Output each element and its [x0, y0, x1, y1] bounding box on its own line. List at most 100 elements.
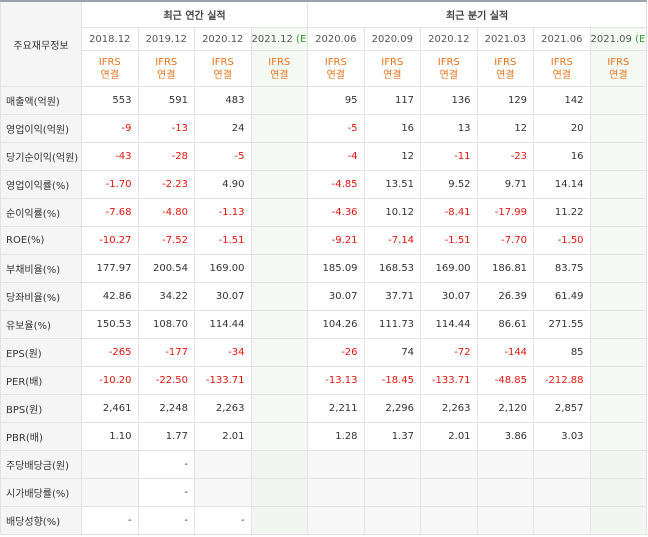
data-cell [250, 142, 309, 171]
table-row: 시가배당률(%) - [0, 478, 648, 507]
row-label: 당기순이익(억원) [0, 142, 82, 171]
period-header: 2021.06 [533, 27, 591, 51]
data-cell: 2,211 [307, 394, 365, 423]
data-cell [250, 394, 309, 423]
period-header: 2020.12 [194, 27, 252, 51]
data-cell: 24 [194, 114, 252, 143]
basis-standard: IFRS [381, 56, 404, 68]
data-cell: - [81, 506, 139, 535]
data-cell: 168.53 [363, 254, 422, 283]
estimate-mark: (E) [635, 33, 646, 45]
data-cell: -4.36 [307, 198, 365, 227]
basis-standard: IFRS [155, 56, 178, 68]
data-cell: 2.01 [194, 422, 252, 451]
basis-scope: 연결 [383, 69, 402, 81]
data-cell [589, 170, 648, 199]
accounting-basis-header: IFRS 연결 [476, 50, 535, 87]
table-row: 배당성향(%) - - - [0, 506, 648, 535]
table-row: EPS(원) -265 -177 -34 -26 74 -72 -144 85 [0, 338, 648, 367]
data-cell: -9 [81, 114, 139, 143]
data-cell [250, 450, 309, 479]
basis-standard: IFRS [324, 56, 347, 68]
data-cell: 186.81 [476, 254, 535, 283]
data-cell [589, 142, 648, 171]
data-cell: 30.07 [307, 282, 365, 311]
row-label: 유보율(%) [0, 310, 82, 339]
data-cell: 4.90 [194, 170, 252, 199]
data-cell: 169.00 [194, 254, 252, 283]
quarterly-results-header: 최근 분기 실적 [307, 0, 648, 28]
data-cell [589, 394, 648, 423]
data-cell [307, 506, 365, 535]
data-cell [250, 226, 309, 255]
data-cell: 2.01 [420, 422, 478, 451]
data-cell: -5 [307, 114, 365, 143]
data-cell: 1.10 [81, 422, 139, 451]
data-cell: 150.53 [81, 310, 139, 339]
data-cell: -133.71 [420, 366, 478, 395]
data-cell: 200.54 [137, 254, 195, 283]
accounting-basis-header: IFRS 연결 [137, 50, 195, 87]
data-cell: 10.12 [363, 198, 422, 227]
table-row: 순이익률(%) -7.68 -4.80 -1.13 -4.36 10.12 -8.41 -17… [0, 198, 648, 227]
period-header: 2018.12 [81, 27, 139, 51]
table-row: PER(배) -10.20 -22.50 -133.71 -13.13 -18.45 -13… [0, 366, 648, 395]
data-cell: 2,263 [420, 394, 478, 423]
row-label: BPS(원) [0, 394, 82, 423]
data-cell: 271.55 [533, 310, 591, 339]
basis-scope: 연결 [100, 69, 119, 81]
data-cell: -4.85 [307, 170, 365, 199]
data-cell [363, 506, 422, 535]
data-cell: -48.85 [476, 366, 535, 395]
data-cell [589, 114, 648, 143]
row-label: 배당성향(%) [0, 506, 82, 535]
data-cell: -13 [137, 114, 195, 143]
data-cell: -10.27 [81, 226, 139, 255]
data-cell [250, 422, 309, 451]
data-cell [250, 506, 309, 535]
data-cell [250, 478, 309, 507]
data-cell [194, 478, 252, 507]
basis-standard: IFRS [268, 56, 291, 68]
data-cell [250, 310, 309, 339]
data-cell: 37.71 [363, 282, 422, 311]
basis-standard: IFRS [607, 56, 630, 68]
basis-scope: 연결 [157, 69, 176, 81]
data-cell: 26.39 [476, 282, 535, 311]
data-cell: 16 [363, 114, 422, 143]
table-row: 당기순이익(억원) -43 -28 -5 -4 12 -11 -23 16 [0, 142, 648, 171]
row-label: 주당배당금(원) [0, 450, 82, 479]
row-label: 영업이익(억원) [0, 114, 82, 143]
data-cell: 2,857 [533, 394, 591, 423]
data-cell: 95 [307, 86, 365, 115]
basis-standard: IFRS [494, 56, 517, 68]
data-cell [307, 450, 365, 479]
basis-scope: 연결 [439, 69, 458, 81]
estimate-mark: (E) [296, 33, 307, 45]
data-cell [250, 170, 309, 199]
data-cell [533, 478, 591, 507]
data-cell: 1.37 [363, 422, 422, 451]
data-cell: -4 [307, 142, 365, 171]
basis-standard: IFRS [550, 56, 573, 68]
period-header: 2020.06 [307, 27, 365, 51]
data-cell: 483 [194, 86, 252, 115]
data-cell: 16 [533, 142, 591, 171]
row-label: 당좌비율(%) [0, 282, 82, 311]
data-cell: -22.50 [137, 366, 195, 395]
data-cell [589, 310, 648, 339]
data-cell: 185.09 [307, 254, 365, 283]
data-cell: 30.07 [420, 282, 478, 311]
data-cell [250, 198, 309, 227]
table-row: 부채비율(%) 177.97 200.54 169.00 185.09 168.53 169… [0, 254, 648, 283]
data-cell: -72 [420, 338, 478, 367]
data-cell: 2,296 [363, 394, 422, 423]
table-row: ROE(%) -10.27 -7.52 -1.51 -9.21 -7.14 -1.51 -7.… [0, 226, 648, 255]
data-cell: 2,263 [194, 394, 252, 423]
data-cell: 2,248 [137, 394, 195, 423]
data-cell: 177.97 [81, 254, 139, 283]
data-cell: 30.07 [194, 282, 252, 311]
data-cell [81, 450, 139, 479]
data-cell: 83.75 [533, 254, 591, 283]
